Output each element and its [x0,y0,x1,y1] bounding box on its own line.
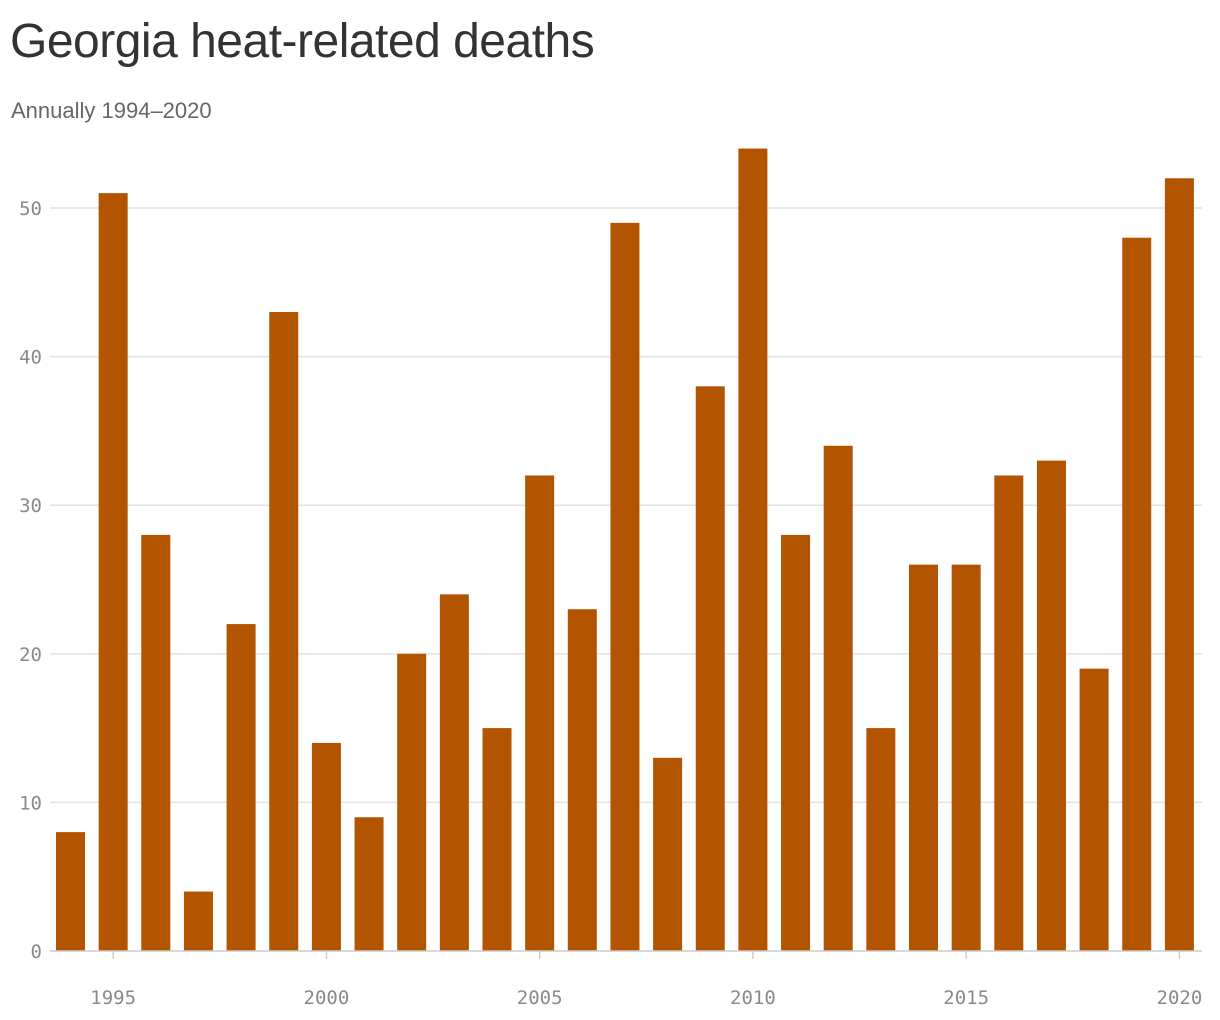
bar-1998 [226,624,256,951]
bar-2011 [781,534,811,951]
bar-1996 [141,534,171,951]
x-tick-label: 1995 [90,987,136,1009]
bar-2003 [439,594,469,951]
y-tick-label: 20 [19,644,42,666]
bar-2001 [354,817,384,951]
bar-1994 [56,832,85,951]
y-tick-label: 0 [31,941,42,963]
bar-1995 [98,193,128,951]
bar-1999 [269,312,299,951]
bar-2009 [695,386,725,951]
y-tick-label: 50 [19,198,42,220]
x-tick-label: 2000 [304,987,350,1009]
y-axis-ticks: 0 10 20 30 40 50 [19,198,42,963]
bar-2019 [1122,237,1152,952]
x-tick-label: 2005 [517,987,563,1009]
bar-2002 [397,653,427,951]
bar-2013 [866,728,896,951]
y-tick-label: 40 [19,347,42,369]
bar-2004 [482,728,512,951]
bar-2020 [1164,178,1194,951]
bar-2010 [738,148,768,951]
y-tick-label: 10 [19,792,42,814]
bar-2014 [909,564,938,951]
x-tick-label: 2015 [943,987,989,1009]
bar-2018 [1079,668,1109,951]
bar-2016 [994,475,1024,951]
bar-2008 [653,757,683,951]
bar-2007 [610,222,640,952]
chart-subtitle: Annually 1994–2020 [11,98,212,123]
bars [56,148,1194,952]
bar-1997 [183,891,213,951]
y-tick-label: 30 [19,495,42,517]
bar-2017 [1036,460,1066,951]
bar-2012 [823,445,853,951]
x-tick-label: 2010 [730,987,776,1009]
x-axis-ticks: 1995 2000 2005 2010 2015 2020 [90,951,1202,1009]
bar-2005 [525,475,555,951]
bar-2000 [311,742,341,951]
x-tick-label: 2020 [1157,987,1203,1009]
bar-2015 [951,564,981,951]
bar-2006 [567,609,597,951]
chart-title: Georgia heat-related deaths [10,15,595,68]
